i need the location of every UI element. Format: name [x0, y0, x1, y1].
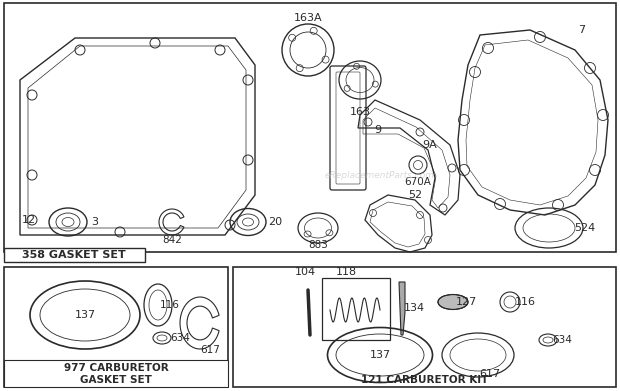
- Text: 3: 3: [92, 217, 99, 227]
- Text: 116: 116: [160, 300, 180, 310]
- Text: 617: 617: [479, 369, 500, 379]
- Text: 137: 137: [74, 310, 95, 320]
- Text: eReplacementParts.com: eReplacementParts.com: [325, 170, 435, 179]
- Polygon shape: [399, 282, 405, 335]
- Ellipse shape: [438, 294, 468, 310]
- Text: 358 GASKET SET: 358 GASKET SET: [22, 250, 126, 260]
- Bar: [4, 248, 145, 262]
- Text: 104: 104: [294, 267, 316, 277]
- Text: 20: 20: [268, 217, 282, 227]
- Text: 9A: 9A: [423, 140, 437, 150]
- Text: 670A: 670A: [405, 177, 432, 187]
- Text: 842: 842: [162, 235, 182, 245]
- Bar: [4, 360, 228, 387]
- Text: 7: 7: [578, 25, 585, 35]
- Text: 134: 134: [404, 303, 425, 313]
- Text: 52: 52: [408, 190, 422, 200]
- Text: 634: 634: [552, 335, 572, 345]
- Text: 524: 524: [574, 223, 596, 233]
- Text: 163A: 163A: [294, 13, 322, 23]
- Text: 118: 118: [335, 267, 356, 277]
- Bar: [233, 267, 616, 387]
- Text: 634: 634: [170, 333, 190, 343]
- Text: 977 CARBURETOR
GASKET SET: 977 CARBURETOR GASKET SET: [64, 363, 169, 385]
- Text: 883: 883: [308, 240, 328, 250]
- Text: 9: 9: [374, 125, 381, 135]
- Text: 127: 127: [455, 297, 477, 307]
- Text: 137: 137: [370, 350, 391, 360]
- Text: 163: 163: [350, 107, 371, 117]
- Text: 12: 12: [22, 215, 36, 225]
- Bar: [4, 267, 228, 387]
- Bar: [4, 3, 616, 252]
- Text: 116: 116: [515, 297, 536, 307]
- Bar: [322, 278, 390, 340]
- Text: 121 CARBURETOR KIT: 121 CARBURETOR KIT: [361, 375, 489, 385]
- Text: 617: 617: [200, 345, 220, 355]
